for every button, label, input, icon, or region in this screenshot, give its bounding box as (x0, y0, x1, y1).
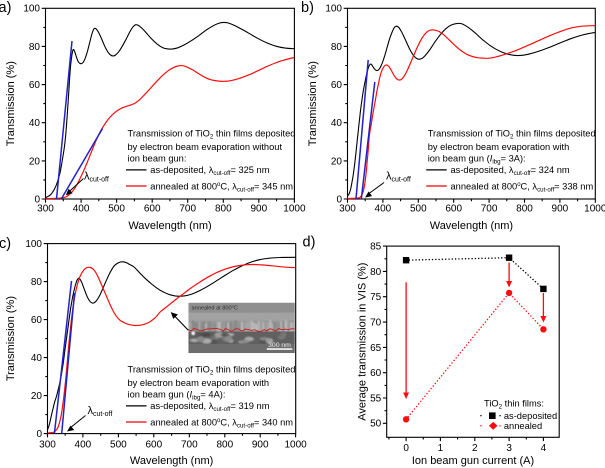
svg-text:20: 20 (331, 156, 343, 167)
svg-text:20: 20 (31, 391, 43, 402)
svg-text:300 nm: 300 nm (268, 342, 291, 349)
svg-text:ion beam gun:: ion beam gun: (128, 154, 187, 164)
svg-text:800: 800 (215, 204, 232, 215)
svg-text:60: 60 (370, 368, 382, 379)
svg-text:as-deposited, λcut-off= 325 nm: as-deposited, λcut-off= 325 nm (150, 165, 269, 177)
svg-text:60: 60 (31, 315, 43, 326)
svg-text:Transmission (%): Transmission (%) (5, 61, 17, 146)
svg-text:by electron beam evaporation w: by electron beam evaporation with (128, 378, 270, 388)
svg-text:700: 700 (481, 204, 498, 215)
svg-text:400: 400 (375, 204, 392, 215)
svg-text:1000: 1000 (283, 204, 306, 215)
svg-text:as-deposited, λcut-off= 319 nm: as-deposited, λcut-off= 319 nm (150, 401, 269, 413)
svg-text:900: 900 (252, 439, 269, 450)
svg-text:1000: 1000 (284, 439, 307, 450)
svg-text:Transmission (%): Transmission (%) (307, 61, 319, 146)
svg-text:65: 65 (370, 343, 382, 354)
svg-text:800: 800 (516, 204, 533, 215)
svg-text:700: 700 (181, 439, 198, 450)
svg-text:60: 60 (29, 80, 41, 91)
svg-text:40: 40 (331, 118, 343, 129)
svg-text:0: 0 (403, 443, 409, 454)
svg-text:75: 75 (370, 292, 382, 303)
svg-text:40: 40 (29, 118, 41, 129)
svg-text:annealed: annealed (504, 421, 542, 431)
svg-text:Transmission (%): Transmission (%) (5, 296, 17, 381)
svg-text:40: 40 (31, 353, 43, 364)
svg-text:a): a) (0, 0, 11, 16)
svg-text:300: 300 (39, 439, 56, 450)
svg-text:300: 300 (37, 204, 54, 215)
svg-text:20: 20 (29, 156, 41, 167)
svg-text:3: 3 (506, 443, 512, 454)
svg-text:800: 800 (216, 439, 233, 450)
svg-text:0: 0 (34, 194, 40, 205)
svg-text:80: 80 (331, 42, 343, 53)
svg-text:500: 500 (110, 439, 127, 450)
svg-text:500: 500 (410, 204, 427, 215)
svg-text:ion beam gun (Iibg= 3A):: ion beam gun (Iibg= 3A): (428, 154, 526, 166)
svg-text:Wavelength (nm): Wavelength (nm) (430, 220, 513, 232)
svg-text:900: 900 (250, 204, 267, 215)
svg-text:80: 80 (29, 42, 41, 53)
svg-text:55: 55 (370, 393, 382, 404)
svg-text:by electron beam evaporation w: by electron beam evaporation with (428, 142, 570, 152)
svg-text:70: 70 (370, 318, 382, 329)
svg-text:4: 4 (541, 443, 547, 454)
svg-text:50: 50 (370, 419, 382, 430)
svg-text:2: 2 (472, 443, 478, 454)
svg-text:b): b) (301, 0, 314, 16)
svg-text:annealed at 800oC, λcut-off= 3: annealed at 800oC, λcut-off= 338 nm (451, 181, 594, 193)
svg-text:TiO2 thin films:: TiO2 thin films: (484, 399, 544, 411)
svg-text:0: 0 (336, 194, 342, 205)
svg-text:100: 100 (325, 4, 342, 15)
svg-text:60: 60 (331, 80, 343, 91)
svg-text:Transmission of TiO2 thin film: Transmission of TiO2 thin films deposite… (428, 129, 596, 141)
svg-text:500: 500 (108, 204, 125, 215)
svg-text:as-deposited, λcut-off= 324 nm: as-deposited, λcut-off= 324 nm (451, 165, 570, 177)
svg-text:Wavelength (nm): Wavelength (nm) (130, 455, 213, 467)
svg-text:100: 100 (23, 4, 40, 15)
svg-text:85: 85 (370, 242, 382, 253)
svg-text:Transmission of TiO2 thin film: Transmission of TiO2 thin films deposite… (128, 365, 296, 377)
svg-text:0: 0 (36, 429, 42, 440)
svg-text:700: 700 (179, 204, 196, 215)
svg-text:d): d) (303, 235, 316, 251)
svg-text:600: 600 (445, 204, 462, 215)
svg-text:1000: 1000 (584, 204, 605, 215)
svg-text:400: 400 (73, 204, 90, 215)
svg-text:600: 600 (144, 204, 161, 215)
svg-text:Ion beam gun current (A): Ion beam gun current (A) (412, 455, 534, 467)
svg-text:1: 1 (438, 443, 444, 454)
svg-text:annealed at 800oC: annealed at 800oC (192, 304, 238, 312)
svg-text:80: 80 (31, 277, 43, 288)
svg-text:100: 100 (25, 239, 42, 250)
svg-text:Transmission of TiO2 thin film: Transmission of TiO2 thin films deposite… (128, 129, 296, 141)
svg-text:annealed at 800oC, λcut-off= 3: annealed at 800oC, λcut-off= 345 nm (150, 181, 293, 193)
svg-text:c): c) (0, 236, 11, 252)
svg-text:80: 80 (370, 267, 382, 278)
svg-text:as-deposited: as-deposited (504, 411, 557, 421)
svg-text:Average transmission in VIS (%: Average transmission in VIS (%) (357, 263, 369, 421)
svg-text:300: 300 (339, 204, 356, 215)
svg-text:ion beam gun (Iibg= 4A):: ion beam gun (Iibg= 4A): (128, 390, 226, 402)
svg-text:Wavelength (nm): Wavelength (nm) (128, 220, 211, 232)
svg-text:annealed at 800oC, λcut-off= 3: annealed at 800oC, λcut-off= 340 nm (150, 417, 293, 429)
svg-text:600: 600 (145, 439, 162, 450)
svg-text:400: 400 (75, 439, 92, 450)
svg-text:900: 900 (552, 204, 569, 215)
svg-text:by electron beam evaporation w: by electron beam evaporation without (128, 142, 283, 152)
